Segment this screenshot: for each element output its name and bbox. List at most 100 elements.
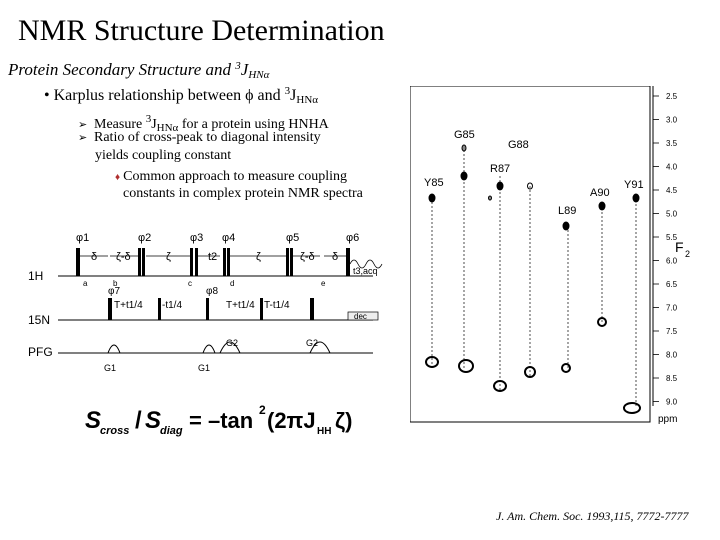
subbullet-ratio-text: Ratio of cross-peak to diagonal intensit… — [94, 130, 321, 145]
gradient-pulses — [107, 341, 331, 354]
diagonal-peak — [597, 317, 607, 327]
subbullet-superscript: 3 — [145, 113, 152, 125]
n-delay-label: T+t1/4 — [114, 300, 143, 311]
ppm-tick-label: 4.0 — [666, 163, 678, 172]
subbullet-ratio-continuation: yields coupling constant — [95, 148, 232, 163]
intensity-ratio-equation: S cross / S diag = –tan 2 (2πJ HH ζ) — [85, 403, 352, 437]
subsub-bullet-line1: ♦ Common approach to measure coupling — [115, 167, 347, 187]
bullet-marker: • — [44, 87, 50, 104]
phase-label: φ7 — [108, 286, 120, 297]
channel-label-1h: 1H — [28, 269, 43, 283]
timepoint-label: b — [113, 279, 118, 288]
eq-sub-diag: diag — [160, 425, 183, 437]
gradient-label: G1 — [198, 363, 210, 373]
n-delay-label: T-t1/4 — [264, 300, 290, 311]
subsub-text-1: Common approach to measure coupling — [123, 169, 348, 184]
diagonal-peak — [458, 359, 474, 373]
eq-s-diag: S — [145, 407, 161, 434]
bullet-karplus: • Karplus relationship between ϕ and 3JH… — [44, 85, 318, 106]
delay-label: ζ-δ — [116, 251, 131, 263]
bullet-subscript: HNα — [296, 94, 319, 106]
eq-slash: / — [135, 407, 142, 434]
eq-sub-cross: cross — [100, 425, 129, 437]
delay-label: ζ — [166, 251, 171, 263]
diagonal-peak — [493, 380, 507, 392]
f2-axis-label: F — [675, 239, 684, 255]
subbullet-subscript: HNα — [156, 122, 179, 134]
subbullet-post: for a protein using HNHA — [178, 117, 329, 132]
arrow-bullet-icon: ➢ — [78, 119, 88, 131]
ppm-tick-label: 8.0 — [666, 351, 678, 360]
residue-label: G85 — [454, 129, 475, 141]
n-delay-label: T+t1/4 — [226, 300, 255, 311]
citation: J. Am. Chem. Soc. 1993,115, 7772-7777 — [496, 509, 689, 523]
cross-peak — [598, 201, 606, 211]
ppm-tick-label: 6.5 — [666, 280, 678, 289]
gradient-label: G1 — [104, 363, 116, 373]
strip-lines — [431, 146, 637, 408]
n-delay-label: -t1/4 — [162, 300, 182, 311]
delay-label: δ — [332, 251, 338, 263]
ppm-tick-label: 5.0 — [666, 210, 678, 219]
phase-label: φ1 — [76, 232, 89, 244]
cross-peak — [496, 181, 504, 191]
timepoint-label: a — [83, 279, 88, 288]
ppm-tick-label: 3.5 — [666, 139, 678, 148]
cross-peak — [428, 193, 436, 203]
fid-icon — [349, 259, 383, 269]
hnha-spectrum: 2.5 3.0 3.5 4.0 4.5 5.0 5.5 6.0 6.5 7.0 7.5 8.0 8.5 9… — [410, 86, 690, 425]
ppm-tick-group: 2.5 3.0 3.5 4.0 4.5 5.0 5.5 6.0 6.5 7.0 7.5 8.0 8.5 9… — [653, 92, 678, 407]
subsub-bullet-line2: constants in complex protein NMR spectra — [123, 186, 363, 201]
bullet-j: J — [290, 87, 297, 104]
eq-s-cross: S — [85, 407, 101, 434]
diagonal-peak — [623, 402, 641, 414]
delay-label: ζ-δ — [300, 251, 315, 263]
peaks — [425, 144, 641, 414]
slide-subtitle: Protein Secondary Structure and 3JHNα — [8, 60, 269, 81]
residue-label: A90 — [590, 187, 610, 199]
f2-axis-subscript: 2 — [685, 249, 690, 259]
ppm-tick-label: 6.0 — [666, 257, 678, 266]
phase-label: φ6 — [346, 232, 359, 244]
eq-rhs-sup: 2 — [259, 403, 266, 417]
decoupling-block — [347, 311, 379, 321]
eq-rhs-arg: (2πJ — [267, 408, 316, 433]
residue-label: Y91 — [624, 179, 644, 191]
pulse-sequence-diagram: φ1 φ2 φ3 φ4 φ5 φ6 δ ζ-δ ζ t2 ζ ζ-δ δ 1H … — [28, 232, 383, 373]
timepoint-label: e — [321, 279, 326, 288]
cross-peak — [461, 144, 467, 152]
slide-title: NMR Structure Determination — [18, 14, 385, 47]
delay-label: t2 — [208, 251, 217, 263]
arrow-bullet-icon: ➢ — [78, 132, 88, 144]
residue-label: L89 — [558, 205, 576, 217]
eq-rhs-sub: HH — [317, 426, 331, 437]
residue-label: Y85 — [424, 177, 444, 189]
phase-label: φ3 — [190, 232, 203, 244]
ppm-tick-label: 7.0 — [666, 304, 678, 313]
eq-rhs-end: ζ) — [335, 408, 352, 433]
subtitle-j: J — [240, 60, 249, 79]
cross-peak — [562, 221, 570, 231]
subbullet-j: J — [151, 117, 157, 132]
channel-label-pfg: PFG — [28, 345, 53, 359]
cross-peak — [632, 193, 640, 203]
delay-label: ζ — [256, 251, 261, 263]
eq-rhs: = –tan — [189, 408, 253, 433]
subbullet-measure: ➢ Measure 3JHNα for a protein using HNHA — [78, 110, 329, 137]
residue-label: G88 — [508, 139, 529, 151]
phase-label: φ5 — [286, 232, 299, 244]
ppm-tick-label: 2.5 — [666, 92, 678, 101]
subbullet-pre: Measure — [94, 117, 146, 132]
delay-label: δ — [91, 251, 97, 263]
ppm-unit-label: ppm — [658, 414, 677, 425]
bullet-superscript: 3 — [284, 85, 291, 97]
diagonal-peak — [425, 356, 439, 368]
subbullet-ratio: ➢ Ratio of cross-peak to diagonal intensi… — [78, 129, 321, 147]
gradient-label: G2 — [306, 338, 318, 348]
phase-label: φ2 — [138, 232, 151, 244]
residue-label: R87 — [490, 163, 510, 175]
cross-peak — [460, 171, 468, 181]
bullet-text: Karplus relationship between ϕ and — [53, 87, 285, 104]
nitrogen-pulses — [108, 298, 314, 320]
timepoint-label: d — [230, 279, 234, 288]
